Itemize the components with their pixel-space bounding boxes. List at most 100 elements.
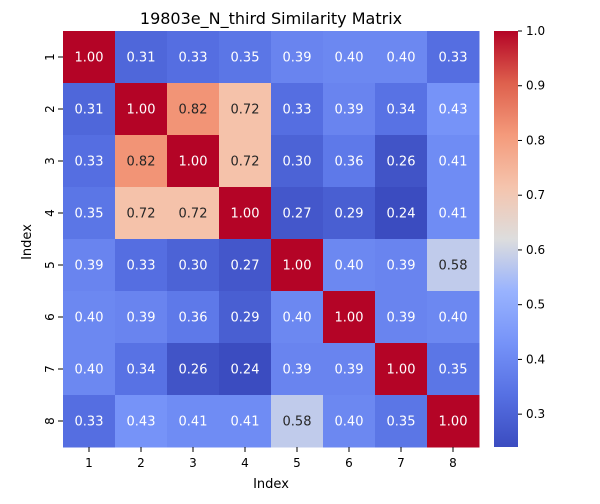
heatmap-cells [63,31,480,448]
heatmap-value-label: 0.41 [231,415,260,430]
heatmap-cell [375,343,428,396]
chart-title: 19803e_N_third Similarity Matrix [140,9,402,29]
heatmap-value-label: 0.27 [231,259,260,274]
y-tick-label: 1 [43,53,57,61]
heatmap-cell [323,31,376,84]
heatmap-cell [271,187,324,240]
heatmap-cell [427,83,480,136]
y-tick-label: 2 [43,105,57,113]
heatmap-cell [63,395,116,448]
y-tick-label: 4 [43,209,57,217]
heatmap-cell [167,343,220,396]
heatmap-cell [427,187,480,240]
heatmap-cell [427,395,480,448]
heatmap-cell [115,343,168,396]
heatmap-value-label: 0.29 [335,207,364,222]
heatmap-value-label: 0.43 [127,415,156,430]
heatmap-value-label: 0.36 [335,155,364,170]
heatmap-value-label: 0.33 [75,415,104,430]
heatmap-value-label: 0.33 [127,259,156,274]
heatmap-cell [167,187,220,240]
colorbar-ticks: 0.3 0.4 0.5 0.6 0.7 0.8 0.9 1.0 [518,24,545,421]
heatmap-value-label: 0.39 [283,51,312,66]
x-axis: 1 2 3 4 5 6 7 8 [85,447,457,470]
colorbar-tick-label: 0.6 [526,243,545,257]
heatmap-cell [375,135,428,188]
heatmap-value-label: 0.29 [231,311,260,326]
heatmap-value-label: 0.39 [387,259,416,274]
heatmap-value-label: 0.41 [439,155,468,170]
heatmap-value-label: 0.31 [75,103,104,118]
heatmap-cell [271,291,324,344]
heatmap-value-label: 0.34 [387,103,416,118]
heatmap-value-label: 0.82 [127,155,156,170]
heatmap-cell [271,343,324,396]
heatmap-value-label: 0.72 [127,207,156,222]
heatmap-value-label: 0.40 [283,311,312,326]
heatmap-value-label: 0.43 [439,103,468,118]
x-tick-label: 3 [189,456,197,470]
heatmap-value-label: 0.39 [335,103,364,118]
x-axis-label: Index [253,477,289,492]
heatmap-value-label: 0.72 [231,103,260,118]
heatmap-cell [167,239,220,292]
heatmap-value-label: 0.40 [75,363,104,378]
heatmap-value-label: 0.58 [283,415,312,430]
y-tick-label: 7 [43,365,57,373]
heatmap-cell [323,291,376,344]
heatmap-value-label: 0.35 [439,363,468,378]
colorbar-tick-label: 0.4 [526,352,545,366]
heatmap-cell [167,31,220,84]
colorbar-tick-label: 0.3 [526,407,545,421]
heatmap-cell [219,291,272,344]
colorbar-tick-label: 0.7 [526,188,545,202]
heatmap-value-label: 0.35 [387,415,416,430]
y-tick-label: 5 [43,261,57,269]
heatmap-value-label: 0.39 [127,311,156,326]
x-tick-label: 7 [397,456,405,470]
colorbar: 0.3 0.4 0.5 0.6 0.7 0.8 0.9 1.0 [494,24,545,447]
heatmap-cell [375,187,428,240]
heatmap-cell [63,343,116,396]
heatmap-cell [271,31,324,84]
heatmap-cell [323,395,376,448]
heatmap-cell [427,239,480,292]
heatmap-cell [427,31,480,84]
heatmap-cell [375,395,428,448]
heatmap-value-label: 0.82 [179,103,208,118]
heatmap-cell [115,83,168,136]
heatmap-value-label: 0.72 [231,155,260,170]
heatmap-cell [323,239,376,292]
y-axis-label: Index [20,224,35,260]
heatmap-cell [219,239,272,292]
heatmap-value-label: 0.33 [75,155,104,170]
heatmap-cell [115,135,168,188]
x-tick-label: 4 [241,456,249,470]
heatmap-cell [167,395,220,448]
heatmap-value-label: 0.40 [387,51,416,66]
heatmap-value-label: 0.39 [283,363,312,378]
heatmap-cell [323,187,376,240]
x-tick-label: 8 [449,456,457,470]
heatmap-cell [115,31,168,84]
heatmap-value-label: 0.26 [387,155,416,170]
heatmap-value-label: 0.35 [231,51,260,66]
heatmap-value-label: 0.24 [231,363,260,378]
heatmap-cell [427,291,480,344]
heatmap-value-label: 0.41 [439,207,468,222]
heatmap-cell [167,83,220,136]
heatmap-cell [375,31,428,84]
heatmap-value-label: 0.40 [439,311,468,326]
heatmap-value-label: 0.40 [335,259,364,274]
heatmap-value-label: 1.00 [75,51,104,66]
heatmap-value-label: 1.00 [335,311,364,326]
heatmap-cell [323,135,376,188]
heatmap-value-label: 0.27 [283,207,312,222]
heatmap-cell [219,395,272,448]
heatmap-value-label: 1.00 [231,207,260,222]
heatmap-cell [271,83,324,136]
heatmap-cell [375,83,428,136]
heatmap-cell [115,395,168,448]
heatmap-cell [271,395,324,448]
heatmap-cell [323,83,376,136]
